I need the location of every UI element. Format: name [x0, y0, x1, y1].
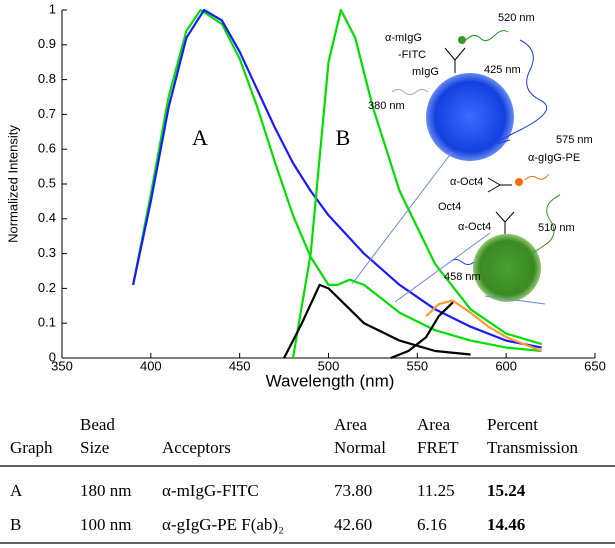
- series-line: [390, 301, 454, 360]
- table-cell: 42.60: [334, 515, 372, 534]
- y-axis-label: Normalized Intensity: [5, 125, 20, 243]
- fitc: [458, 36, 466, 44]
- wave: [496, 39, 548, 144]
- table-cell: 100 nm: [80, 515, 131, 534]
- annotation: 575 nm: [556, 134, 593, 146]
- antibody: [487, 177, 512, 193]
- annotation: 380 nm: [368, 100, 405, 112]
- table-cell: 73.80: [334, 481, 372, 500]
- table-cell: 11.25: [417, 481, 455, 500]
- table-cell: B: [10, 515, 21, 534]
- y-tick-label: 0: [49, 349, 56, 364]
- table-cell: α-mIgG-FITC: [162, 481, 259, 500]
- pointer: [351, 151, 453, 285]
- table-header: Normal: [334, 438, 386, 457]
- y-tick-label: 0.6: [38, 141, 56, 156]
- annotation: 510 nm: [538, 222, 575, 234]
- y-tick-label: 0.5: [38, 175, 56, 190]
- table-header: FRET: [417, 438, 459, 457]
- annotation: α-Oct4: [458, 221, 491, 233]
- x-tick-label: 500: [318, 358, 340, 373]
- x-tick-label: 600: [495, 358, 517, 373]
- green-bead: [473, 234, 541, 302]
- annotation: A: [192, 125, 208, 150]
- table-cell: A: [10, 481, 23, 500]
- y-tick-label: 0.4: [38, 210, 56, 225]
- wave: [524, 173, 550, 181]
- x-axis-label: Wavelength (nm): [266, 371, 395, 390]
- table-header: Size: [80, 438, 109, 457]
- series-line: [132, 8, 542, 349]
- annotation: 458 nm: [444, 271, 481, 283]
- y-tick-label: 1: [49, 1, 56, 16]
- annotation: Oct4: [438, 201, 461, 213]
- table-header: Acceptors: [162, 438, 231, 457]
- y-tick-label: 0.3: [38, 245, 56, 260]
- annotation: α-mIgG: [385, 32, 422, 44]
- diagram: [351, 30, 561, 305]
- x-tick-label: 450: [229, 358, 251, 373]
- table-header: Percent: [487, 415, 538, 434]
- annotation: B: [336, 125, 351, 150]
- table-header: Transmission: [487, 438, 579, 457]
- antibody: [495, 211, 515, 234]
- series-line: [283, 283, 471, 359]
- table-cell: 15.24: [487, 481, 526, 500]
- x-tick-label: 350: [51, 358, 73, 373]
- annotation: 425 nm: [484, 64, 521, 76]
- annotation: -FITC: [398, 49, 426, 61]
- wave: [391, 89, 429, 95]
- y-tick-label: 0.2: [38, 280, 56, 295]
- annotation: mIgG: [412, 66, 439, 78]
- wave: [519, 194, 561, 261]
- annotation: α-Oct4: [450, 176, 483, 188]
- table-header: Area: [334, 415, 367, 434]
- annotation: 520 nm: [498, 12, 535, 24]
- x-tick-label: 400: [140, 358, 162, 373]
- pointer: [484, 295, 546, 305]
- wave: [449, 259, 475, 265]
- series-line: [425, 299, 543, 353]
- table-cell: 14.46: [487, 515, 525, 534]
- annotation: α-gIgG-PE: [528, 152, 580, 164]
- blue-bead: [426, 73, 514, 161]
- table-cell: α-gIgG-PE F(ab)₂: [162, 515, 284, 534]
- y-tick-label: 0.9: [38, 36, 56, 51]
- table-cell: 6.16: [417, 515, 447, 534]
- pe: [515, 178, 523, 186]
- antibody: [444, 47, 466, 73]
- table-header: Graph: [10, 438, 53, 457]
- series-line: [291, 8, 543, 359]
- y-tick-label: 0.1: [38, 315, 56, 330]
- y-tick-label: 0.8: [38, 71, 56, 86]
- table-header: Area: [417, 415, 450, 434]
- x-tick-label: 550: [406, 358, 428, 373]
- table-cell: 180 nm: [80, 481, 131, 500]
- pointer: [394, 232, 491, 303]
- table-header: Bead: [80, 415, 115, 434]
- x-tick-label: 650: [584, 358, 606, 373]
- wave: [465, 30, 509, 42]
- y-tick-label: 0.7: [38, 106, 56, 121]
